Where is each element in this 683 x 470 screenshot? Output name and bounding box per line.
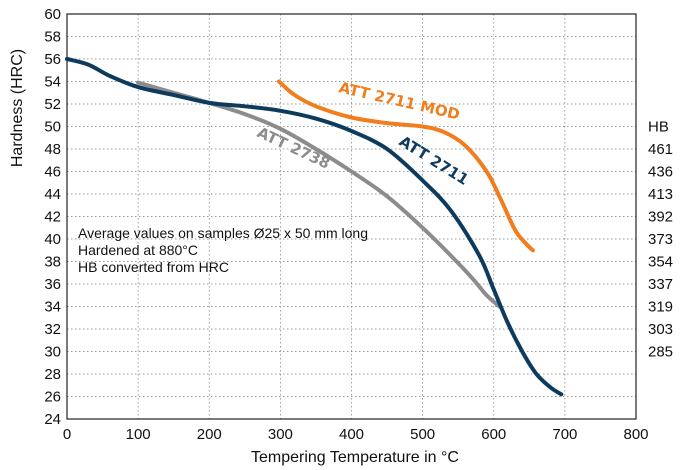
hb-tick-label: 319	[648, 299, 673, 316]
hb-tick-label: 303	[648, 321, 673, 338]
grid-lines	[67, 14, 636, 419]
hb-scale-title: HB	[648, 119, 669, 136]
hb-tick-label: 392	[648, 209, 673, 226]
hb-tick-label: 354	[648, 254, 673, 271]
hb-tick-label: 337	[648, 276, 673, 293]
y-tick-label: 58	[44, 29, 61, 46]
hb-tick-label: 413	[648, 186, 673, 203]
x-tick-labels: 0 100 200 300 400 500 600 700 800	[63, 426, 649, 443]
y-tick-label: 44	[44, 186, 61, 203]
notes-block: Average values on samples Ø25 x 50 mm lo…	[78, 225, 368, 275]
plot-frame	[66, 13, 637, 420]
y-tick-label: 52	[44, 96, 61, 113]
hb-tick-label: 285	[648, 344, 673, 361]
att-2711-mod-curve	[277, 79, 535, 253]
series-curves	[65, 57, 564, 397]
x-tick-label: 100	[126, 426, 151, 443]
y-tick-label: 30	[44, 344, 61, 361]
x-tick-label: 700	[552, 426, 577, 443]
note-line: HB converted from HRC	[78, 259, 229, 275]
x-tick-label: 400	[339, 426, 364, 443]
y-tick-label: 26	[44, 389, 61, 406]
y-tick-label: 40	[44, 231, 61, 248]
y-tick-label: 28	[44, 366, 61, 383]
x-tick-label: 200	[197, 426, 222, 443]
y-tick-label: 56	[44, 51, 61, 68]
hb-tick-label: 373	[648, 231, 673, 248]
hb-tick-label: 461	[648, 141, 673, 158]
x-tick-label: 600	[481, 426, 506, 443]
att-2738-label: ATT 2738	[254, 123, 333, 172]
y-tick-label: 38	[44, 254, 61, 271]
y-tick-label: 50	[44, 119, 61, 136]
y-tick-label: 34	[44, 299, 61, 316]
hb-tick-label: 436	[648, 164, 673, 181]
att-2711-curve	[65, 57, 564, 397]
note-line: Hardened at 880°C	[78, 242, 198, 258]
x-tick-label: 300	[268, 426, 293, 443]
y-axis-title: Hardness (HRC)	[9, 49, 26, 167]
y-tick-labels: 24 26 28 30 32 34 36 38 40 42 44 46 48 50 52 54 56 58 60	[44, 6, 61, 428]
y-tick-label: 36	[44, 276, 61, 293]
y-tick-label: 42	[44, 209, 61, 226]
x-tick-label: 800	[623, 426, 648, 443]
x-tick-label: 500	[410, 426, 435, 443]
note-line: Average values on samples Ø25 x 50 mm lo…	[78, 225, 368, 241]
y-tick-label: 48	[44, 141, 61, 158]
y-tick-label: 54	[44, 74, 61, 91]
y-tick-label: 60	[44, 6, 61, 23]
hb-scale: HB 461 436 413 392 373 354 337 319 303 285	[648, 119, 673, 361]
x-axis-title: Tempering Temperature in °C	[251, 449, 459, 466]
y-tick-label: 46	[44, 164, 61, 181]
y-tick-label: 24	[44, 411, 61, 428]
x-tick-label: 0	[63, 426, 71, 443]
y-tick-label: 32	[44, 321, 61, 338]
